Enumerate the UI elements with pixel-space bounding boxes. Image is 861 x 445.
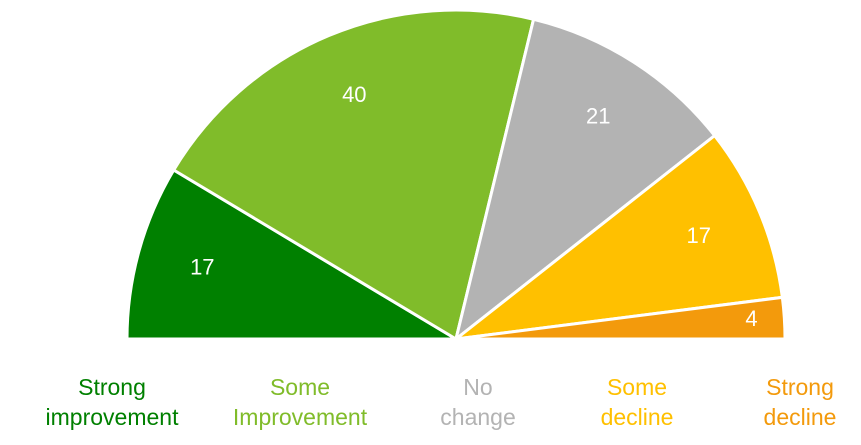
slice [171,8,536,342]
value-label: 17 [190,255,214,280]
category-label: Strong improvement [45,374,179,430]
slice [125,167,462,341]
value-label: 40 [342,82,366,107]
category-label: Some decline [600,374,674,430]
category-label: No change [440,374,516,430]
slice [453,17,717,343]
value-label: 4 [745,306,757,331]
slice [450,133,785,342]
slice [455,295,787,341]
category-label: Strong decline [763,374,837,430]
value-label: 17 [687,223,711,248]
category-label: Some Improvement [232,374,368,430]
value-label: 21 [586,103,610,128]
